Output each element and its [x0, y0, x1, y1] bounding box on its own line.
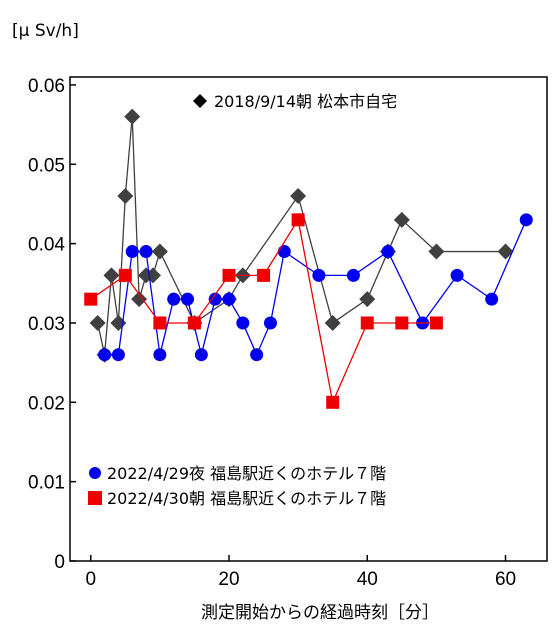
legend-label: 2022/4/29夜 福島駅近くのホテル７階 [107, 464, 386, 483]
legend-marker [89, 467, 101, 479]
data-point-fukushima-night [263, 316, 277, 330]
data-point-fukushima-night [208, 292, 222, 306]
data-point-fukushima-morning [153, 316, 167, 330]
legend-marker [193, 94, 207, 108]
data-point-fukushima-night [139, 245, 153, 259]
data-point-matsumoto [359, 291, 376, 308]
y-tick-label: 0 [54, 552, 65, 573]
data-point-fukushima-morning [395, 316, 409, 330]
data-point-fukushima-night [381, 245, 395, 259]
data-point-fukushima-morning [326, 395, 340, 409]
y-tick-label: 0.02 [28, 393, 65, 414]
data-point-fukushima-night [312, 268, 326, 282]
data-point-matsumoto [497, 243, 514, 260]
data-point-fukushima-morning [118, 268, 132, 282]
data-point-matsumoto [290, 188, 307, 205]
data-point-fukushima-morning [257, 268, 271, 282]
data-point-fukushima-morning [360, 316, 374, 330]
x-tick-label: 20 [218, 569, 239, 590]
x-tick-label: 40 [357, 569, 378, 590]
data-point-matsumoto [124, 108, 141, 125]
series-line-fukushima-night [104, 219, 527, 357]
y-tick-label: 0.04 [28, 235, 65, 256]
data-point-fukushima-night [153, 348, 167, 362]
series-fukushima-night [98, 213, 533, 362]
data-point-fukushima-morning [187, 316, 201, 330]
y-axis: 0 0.01 0.02 0.03 0.04 0.05 0.06 [28, 76, 76, 573]
x-tick-label: 0 [85, 569, 96, 590]
x-axis-title: 測定開始からの経過時刻［分］ [201, 603, 439, 623]
data-point-fukushima-night [450, 268, 464, 282]
data-point-matsumoto [324, 314, 341, 331]
series-line-matsumoto [97, 116, 506, 355]
legend-entry-fukushima-night: 2022/4/29夜 福島駅近くのホテル７階 [89, 464, 386, 483]
legend: 2018/9/14朝 松本市自宅 2022/4/29夜 福島駅近くのホテル７階 20… [88, 92, 397, 508]
y-tick-label: 0.01 [28, 473, 65, 494]
data-point-fukushima-night [194, 348, 208, 362]
x-tick-label: 60 [495, 569, 516, 590]
y-tick-label: 0.03 [28, 314, 65, 335]
data-point-fukushima-night [236, 316, 250, 330]
data-point-fukushima-night [167, 292, 181, 306]
legend-label: 2022/4/30朝 福島駅近くのホテル７階 [107, 489, 386, 508]
y-tick-label: 0.06 [28, 76, 65, 97]
data-point-matsumoto [151, 243, 168, 260]
data-point-fukushima-night [250, 348, 264, 362]
data-point-fukushima-morning [84, 292, 98, 306]
legend-entry-fukushima-morning: 2022/4/30朝 福島駅近くのホテル７階 [88, 489, 386, 508]
data-point-fukushima-night [222, 292, 236, 306]
data-point-fukushima-night [98, 348, 112, 362]
data-point-matsumoto [89, 314, 106, 331]
data-point-fukushima-night [519, 213, 533, 227]
y-axis-unit-label: [μ Sv/h] [12, 21, 79, 41]
data-point-fukushima-night [485, 292, 499, 306]
legend-label: 2018/9/14朝 松本市自宅 [214, 92, 397, 111]
series-layer [84, 108, 533, 409]
data-point-fukushima-night [125, 245, 139, 259]
data-point-matsumoto [131, 291, 148, 308]
data-point-matsumoto [117, 188, 134, 205]
data-point-matsumoto [428, 243, 445, 260]
x-axis: 0 20 40 60 [85, 555, 516, 590]
data-point-fukushima-night [111, 348, 125, 362]
legend-entry-matsumoto: 2018/9/14朝 松本市自宅 [193, 92, 397, 111]
series-fukushima-morning [84, 213, 443, 409]
y-tick-label: 0.05 [28, 155, 65, 176]
legend-marker [88, 491, 102, 505]
data-point-fukushima-morning [429, 316, 443, 330]
data-point-fukushima-night [181, 292, 195, 306]
data-point-fukushima-night [277, 245, 291, 259]
data-point-fukushima-morning [291, 213, 305, 227]
data-point-matsumoto [103, 267, 120, 284]
plot-area-frame [69, 76, 548, 562]
data-point-fukushima-night [346, 268, 360, 282]
data-point-matsumoto [393, 211, 410, 228]
data-point-fukushima-morning [222, 268, 236, 282]
